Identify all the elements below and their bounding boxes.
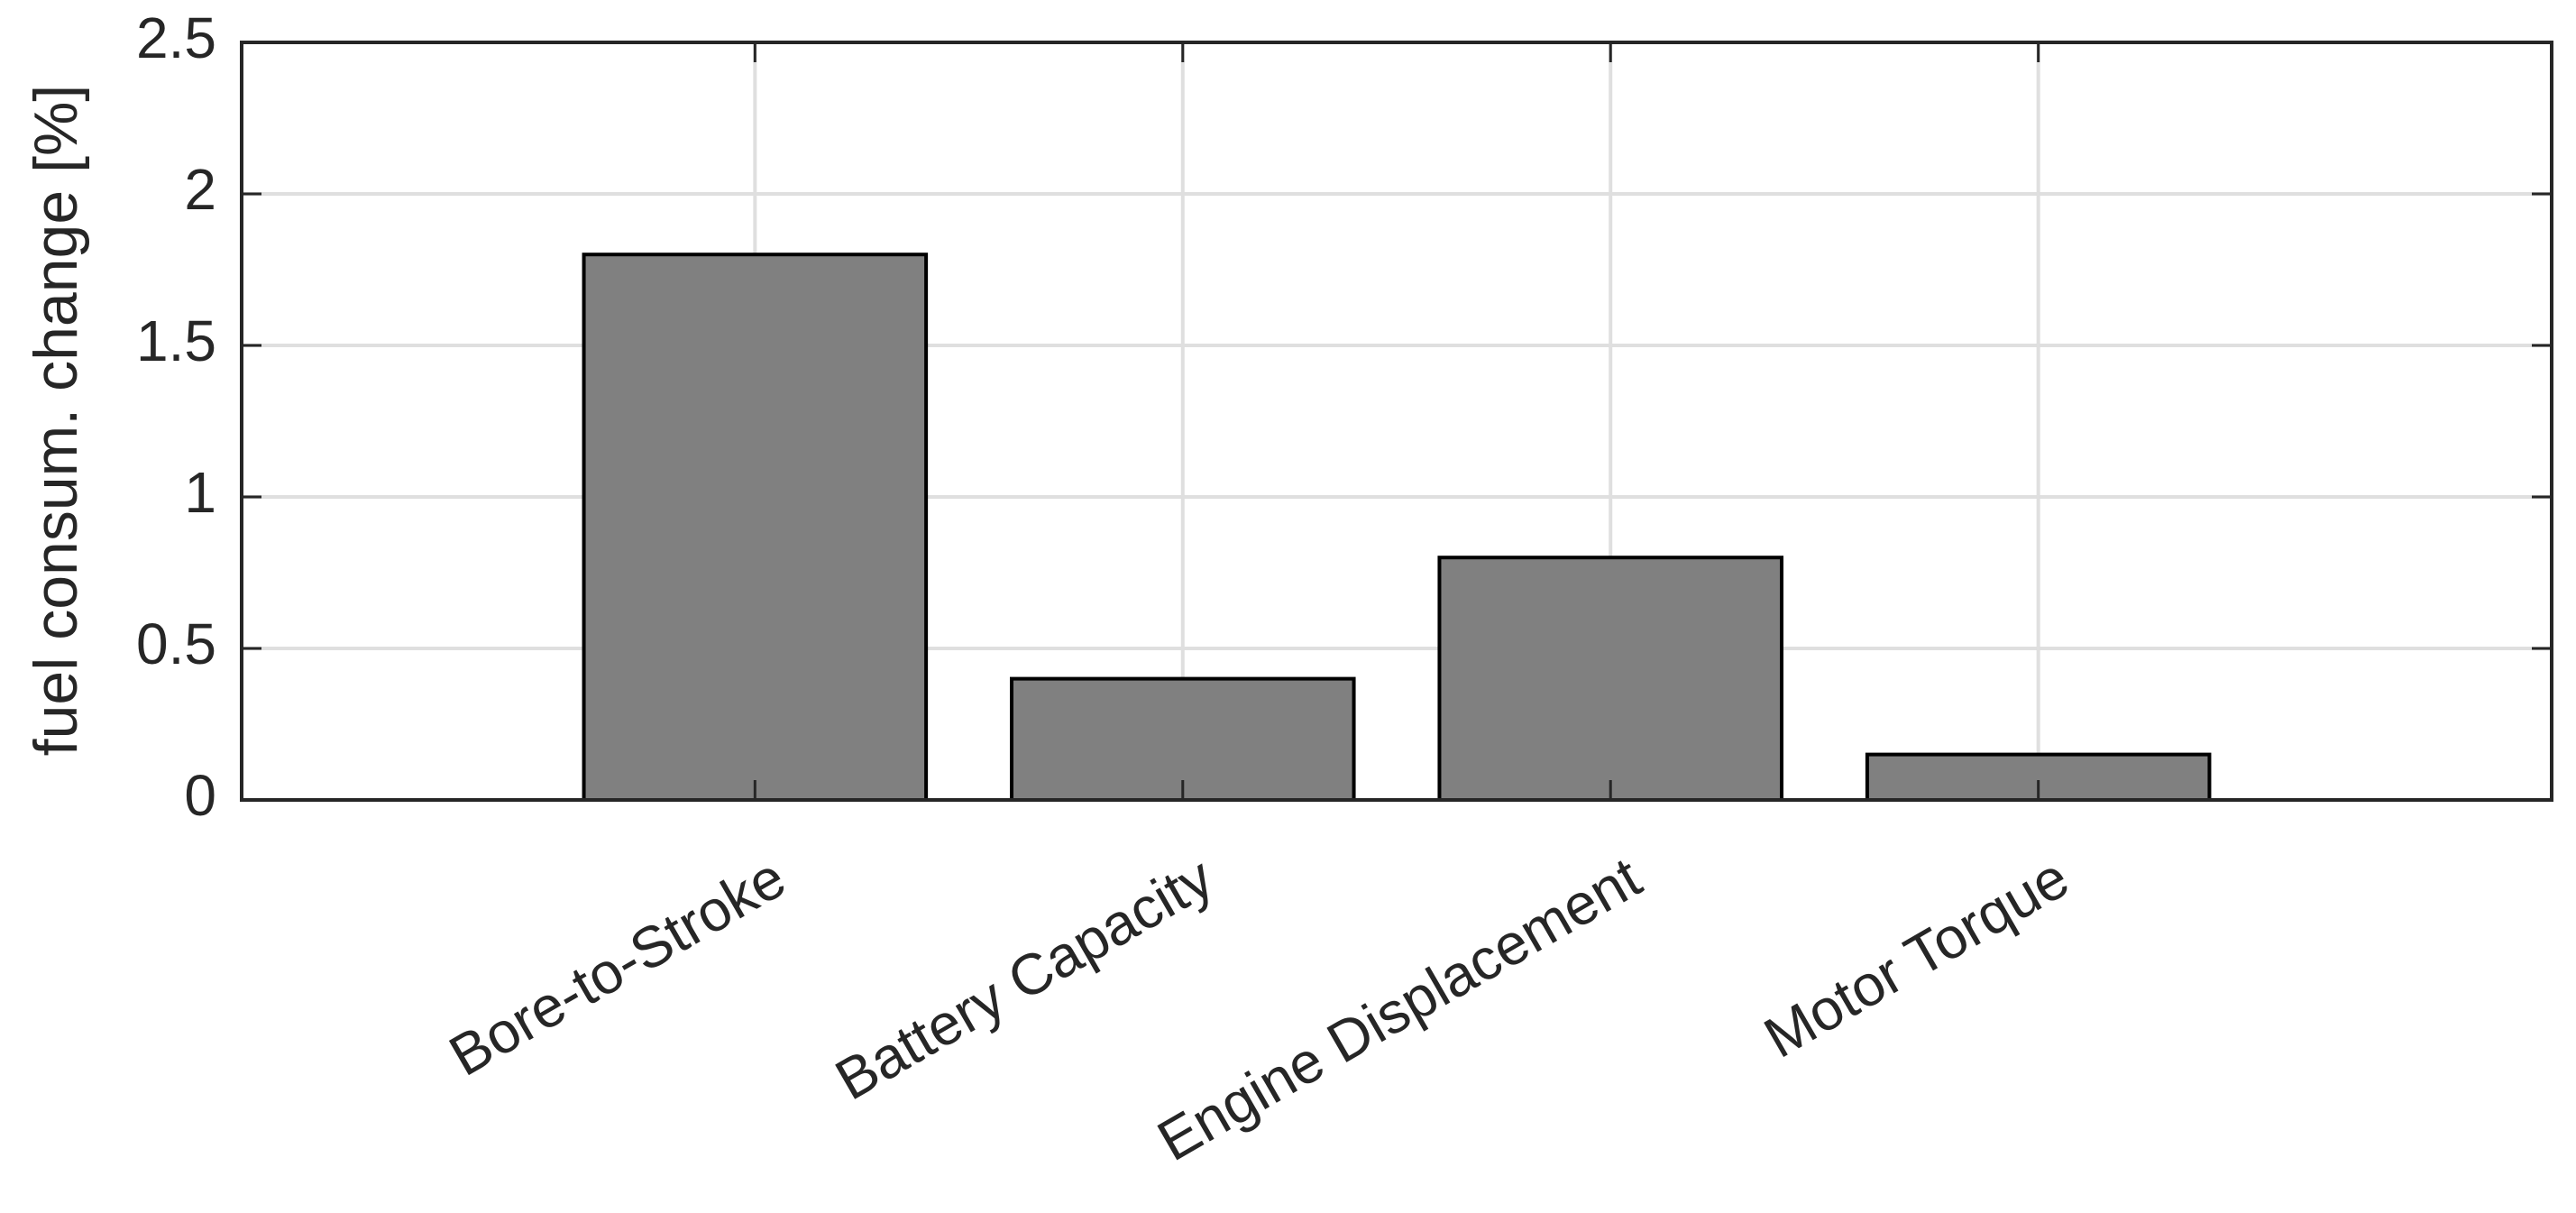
bar [1437, 556, 1783, 802]
bar [1010, 676, 1356, 802]
x-tick-label: Engine Displacement [1147, 844, 1652, 1173]
y-tick-label: 1.5 [136, 308, 216, 373]
y-axis-label: fuel consum. change [%] [22, 85, 90, 757]
bar [582, 253, 929, 802]
y-tick-label: 2.5 [136, 5, 216, 70]
x-tick-label: Bore-to-Stroke [438, 844, 795, 1088]
x-tick-label: Battery Capacity [825, 844, 1224, 1112]
y-tick-label: 0 [184, 763, 216, 828]
y-tick-label: 1 [184, 460, 216, 525]
plot-frame [240, 41, 2553, 802]
y-tick-label: 0.5 [136, 611, 216, 676]
y-tick-label: 2 [184, 157, 216, 222]
x-tick-label: Motor Torque [1754, 844, 2080, 1070]
